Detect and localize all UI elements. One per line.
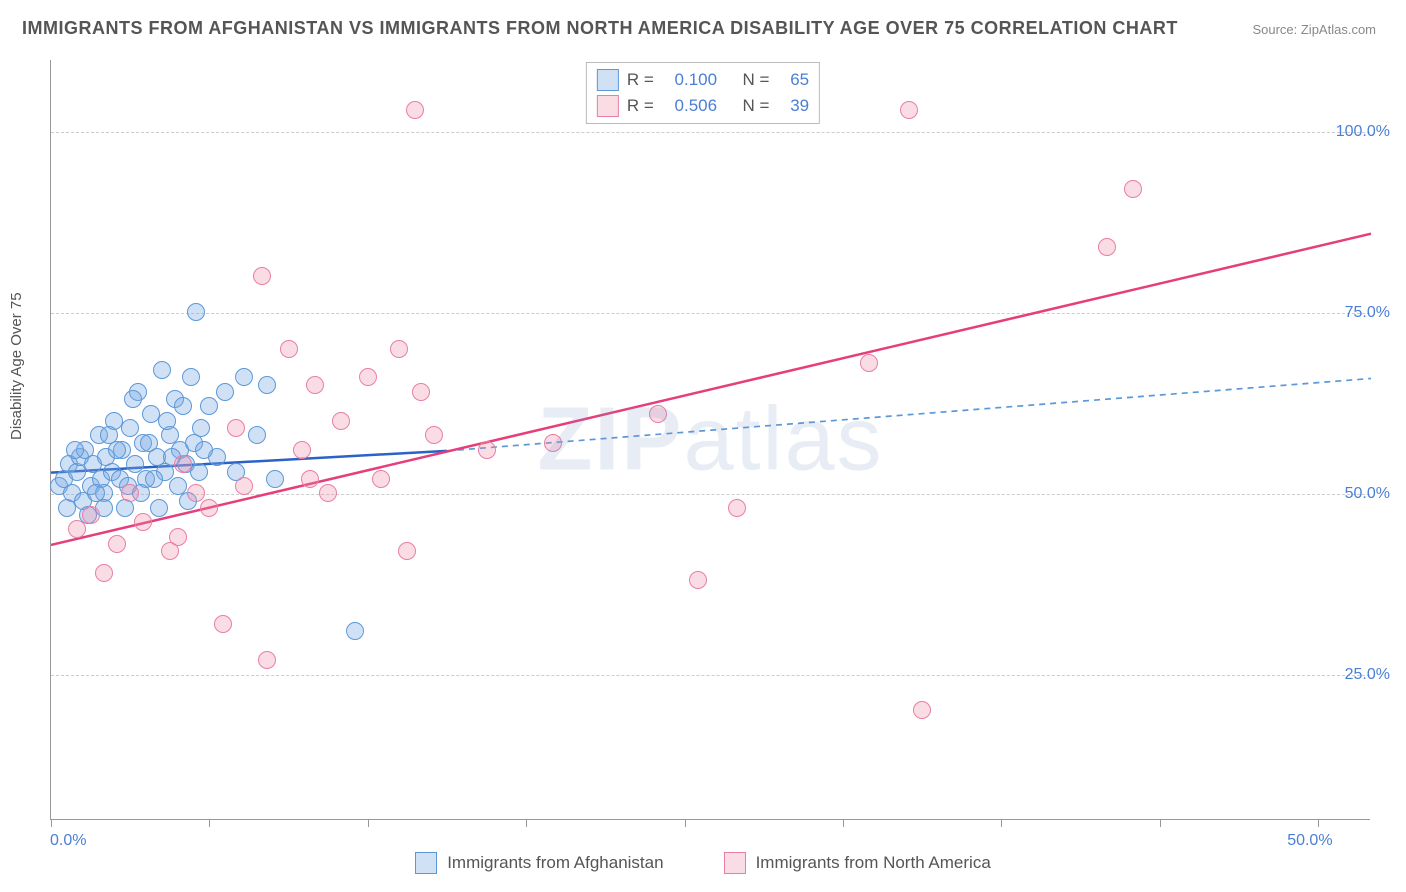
data-point-north-america bbox=[425, 426, 443, 444]
data-point-north-america bbox=[235, 477, 253, 495]
data-point-north-america bbox=[913, 701, 931, 719]
data-point-north-america bbox=[728, 499, 746, 517]
correlation-legend: R = 0.100 N = 65 R = 0.506 N = 39 bbox=[586, 62, 820, 124]
data-point-north-america bbox=[359, 368, 377, 386]
data-point-afghanistan bbox=[140, 434, 158, 452]
data-point-north-america bbox=[398, 542, 416, 560]
data-point-north-america bbox=[478, 441, 496, 459]
data-point-north-america bbox=[187, 484, 205, 502]
data-point-afghanistan bbox=[346, 622, 364, 640]
legend-item-north-america: Immigrants from North America bbox=[724, 852, 991, 874]
data-point-north-america bbox=[900, 101, 918, 119]
legend-label: Immigrants from Afghanistan bbox=[447, 853, 663, 873]
data-point-north-america bbox=[227, 419, 245, 437]
data-point-north-america bbox=[169, 528, 187, 546]
data-point-afghanistan bbox=[187, 303, 205, 321]
swatch-north-america-icon bbox=[724, 852, 746, 874]
data-point-afghanistan bbox=[258, 376, 276, 394]
data-point-north-america bbox=[860, 354, 878, 372]
data-point-afghanistan bbox=[174, 397, 192, 415]
data-point-afghanistan bbox=[108, 441, 126, 459]
data-point-north-america bbox=[253, 267, 271, 285]
data-point-north-america bbox=[280, 340, 298, 358]
data-point-afghanistan bbox=[153, 361, 171, 379]
x-tick bbox=[685, 819, 686, 827]
data-point-north-america bbox=[68, 520, 86, 538]
x-tick bbox=[368, 819, 369, 827]
data-point-afghanistan bbox=[200, 397, 218, 415]
data-point-afghanistan bbox=[158, 412, 176, 430]
data-point-north-america bbox=[200, 499, 218, 517]
swatch-north-america bbox=[597, 95, 619, 117]
data-point-afghanistan bbox=[216, 383, 234, 401]
y-axis-label: Disability Age Over 75 bbox=[8, 292, 25, 440]
data-point-north-america bbox=[372, 470, 390, 488]
data-point-north-america bbox=[82, 506, 100, 524]
data-point-north-america bbox=[544, 434, 562, 452]
data-point-afghanistan bbox=[235, 368, 253, 386]
data-point-afghanistan bbox=[58, 499, 76, 517]
data-point-north-america bbox=[319, 484, 337, 502]
data-point-north-america bbox=[412, 383, 430, 401]
y-tick-label: 50.0% bbox=[1345, 485, 1390, 503]
data-point-north-america bbox=[174, 455, 192, 473]
x-tick-label: 0.0% bbox=[50, 832, 86, 850]
data-point-afghanistan bbox=[145, 470, 163, 488]
legend-row-afghanistan: R = 0.100 N = 65 bbox=[597, 67, 809, 93]
data-point-north-america bbox=[214, 615, 232, 633]
source-attribution: Source: ZipAtlas.com bbox=[1252, 22, 1376, 37]
data-point-north-america bbox=[121, 484, 139, 502]
data-point-afghanistan bbox=[266, 470, 284, 488]
data-point-afghanistan bbox=[190, 463, 208, 481]
y-tick-label: 25.0% bbox=[1345, 666, 1390, 684]
data-point-north-america bbox=[689, 571, 707, 589]
x-tick bbox=[1318, 819, 1319, 827]
chart-title: IMMIGRANTS FROM AFGHANISTAN VS IMMIGRANT… bbox=[22, 18, 1178, 39]
data-point-north-america bbox=[301, 470, 319, 488]
x-tick bbox=[526, 819, 527, 827]
data-point-north-america bbox=[406, 101, 424, 119]
legend-label: Immigrants from North America bbox=[756, 853, 991, 873]
data-point-afghanistan bbox=[150, 499, 168, 517]
data-point-north-america bbox=[332, 412, 350, 430]
data-point-afghanistan bbox=[124, 390, 142, 408]
x-tick bbox=[51, 819, 52, 827]
x-tick bbox=[209, 819, 210, 827]
data-point-afghanistan bbox=[182, 368, 200, 386]
data-point-afghanistan bbox=[87, 484, 105, 502]
y-tick-label: 100.0% bbox=[1336, 123, 1390, 141]
data-point-north-america bbox=[95, 564, 113, 582]
data-point-north-america bbox=[134, 513, 152, 531]
data-point-afghanistan bbox=[248, 426, 266, 444]
data-point-north-america bbox=[1098, 238, 1116, 256]
data-point-north-america bbox=[258, 651, 276, 669]
data-point-north-america bbox=[390, 340, 408, 358]
plot-area: ZIPatlas bbox=[50, 60, 1370, 820]
data-point-north-america bbox=[649, 405, 667, 423]
x-tick bbox=[1160, 819, 1161, 827]
data-point-north-america bbox=[293, 441, 311, 459]
y-tick-label: 75.0% bbox=[1345, 304, 1390, 322]
swatch-afghanistan-icon bbox=[415, 852, 437, 874]
swatch-afghanistan bbox=[597, 69, 619, 91]
data-point-north-america bbox=[306, 376, 324, 394]
x-tick bbox=[843, 819, 844, 827]
legend-item-afghanistan: Immigrants from Afghanistan bbox=[415, 852, 663, 874]
series-legend: Immigrants from Afghanistan Immigrants f… bbox=[0, 852, 1406, 874]
data-point-north-america bbox=[108, 535, 126, 553]
legend-row-north-america: R = 0.506 N = 39 bbox=[597, 93, 809, 119]
x-tick bbox=[1001, 819, 1002, 827]
x-tick-label: 50.0% bbox=[1287, 832, 1332, 850]
data-point-afghanistan bbox=[121, 419, 139, 437]
data-point-afghanistan bbox=[66, 441, 84, 459]
data-point-afghanistan bbox=[195, 441, 213, 459]
data-point-north-america bbox=[1124, 180, 1142, 198]
